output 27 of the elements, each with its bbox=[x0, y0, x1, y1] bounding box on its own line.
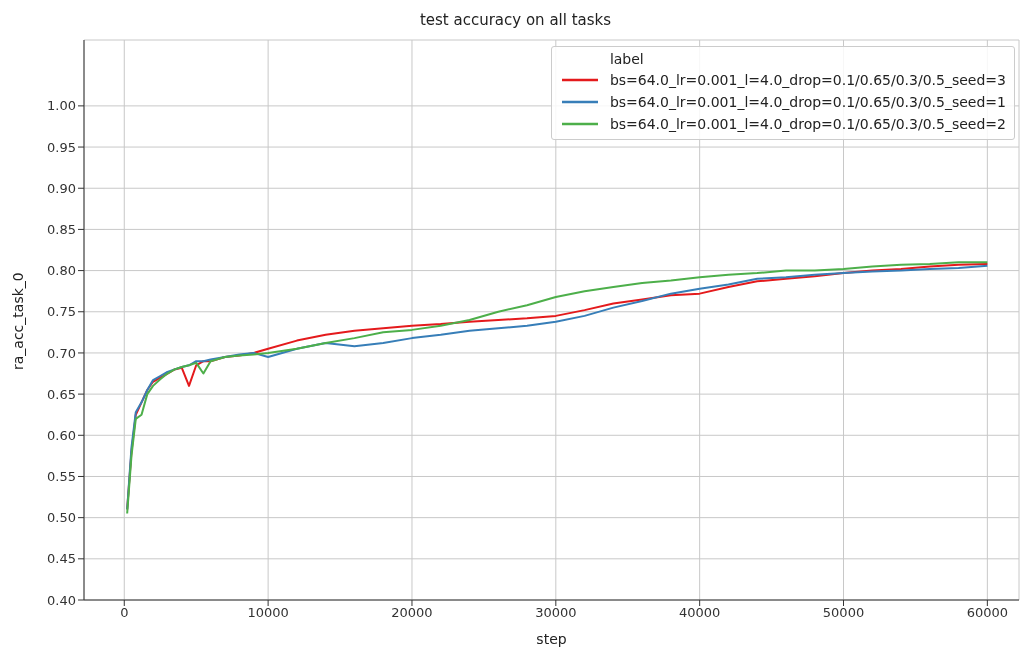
y-tick-label: 0.40 bbox=[47, 592, 76, 608]
x-tick-label: 10000 bbox=[247, 605, 289, 621]
y-tick-label: 0.85 bbox=[47, 222, 76, 238]
y-tick-label: 0.90 bbox=[47, 180, 76, 196]
y-tick-label: 0.55 bbox=[47, 469, 76, 485]
y-tick-label: 0.50 bbox=[47, 510, 76, 526]
x-tick-label: 20000 bbox=[391, 605, 433, 621]
x-tick-label: 0 bbox=[120, 605, 129, 621]
x-tick-label: 40000 bbox=[678, 605, 721, 621]
x-tick-label: 50000 bbox=[822, 605, 865, 621]
legend-label: bs=64.0_lr=0.001_l=4.0_drop=0.1/0.65/0.3/0.5_seed=1 bbox=[609, 94, 1006, 110]
y-tick-label: 0.45 bbox=[47, 551, 76, 567]
y-tick-label: 0.80 bbox=[47, 263, 76, 279]
x-tick-label: 30000 bbox=[535, 605, 577, 621]
x-axis-title: step bbox=[536, 631, 567, 647]
y-tick-label: 0.75 bbox=[47, 304, 76, 320]
legend-label: bs=64.0_lr=0.001_l=4.0_drop=0.1/0.65/0.3/0.5_seed=3 bbox=[609, 72, 1006, 88]
legend-title: label bbox=[608, 51, 645, 67]
y-tick-label: 0.70 bbox=[47, 345, 76, 361]
y-tick-label: 0.65 bbox=[47, 386, 76, 402]
y-tick-label: 0.95 bbox=[47, 139, 76, 155]
y-tick-label: 1.00 bbox=[47, 98, 76, 114]
chart-title: test accuracy on all tasks bbox=[418, 10, 613, 31]
y-axis-title: ra_acc_task_0 bbox=[9, 272, 26, 370]
x-tick-label: 60000 bbox=[966, 605, 1009, 621]
y-tick-label: 0.60 bbox=[47, 427, 76, 443]
legend-label: bs=64.0_lr=0.001_l=4.0_drop=0.1/0.65/0.3/0.5_seed=2 bbox=[609, 116, 1006, 132]
